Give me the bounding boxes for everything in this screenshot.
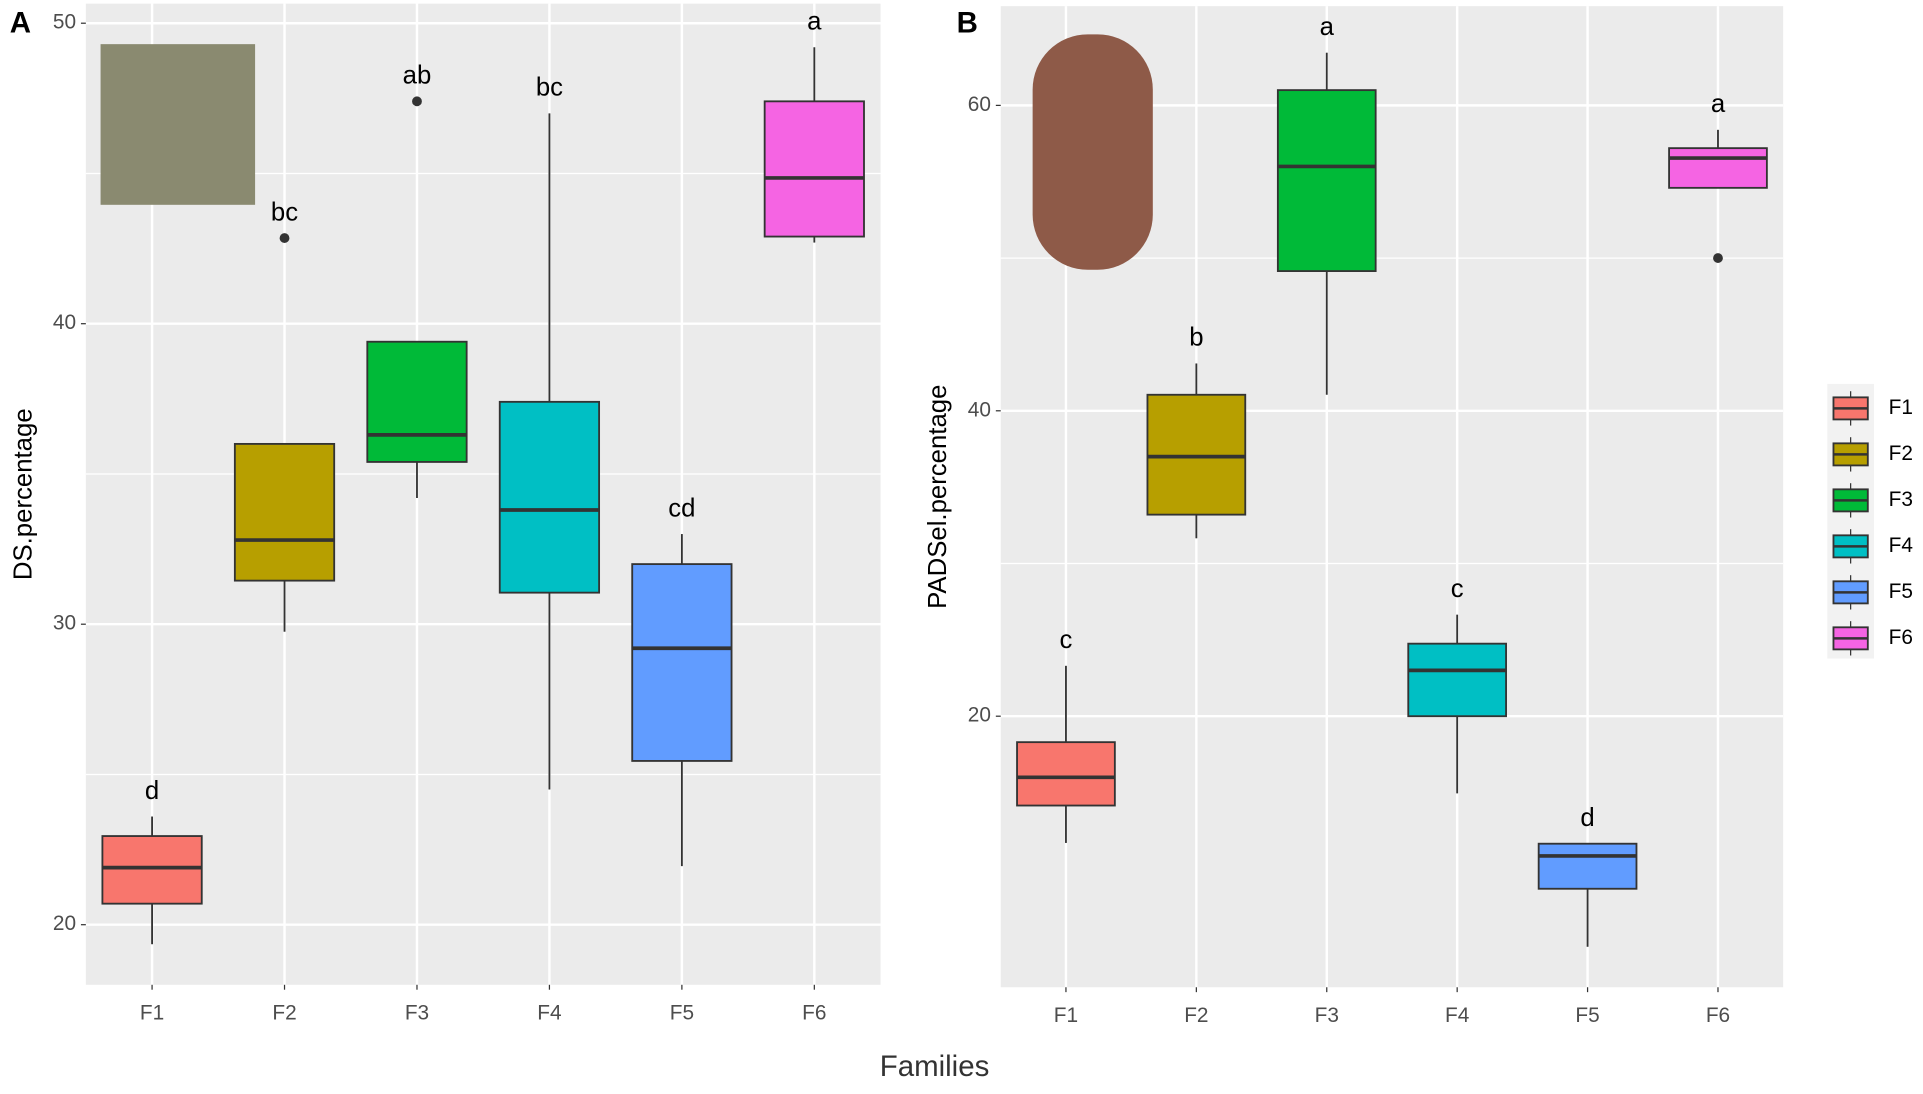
y-axis-title: DS.percentage	[9, 408, 37, 580]
group-letter: a	[1711, 90, 1726, 118]
box	[1276, 89, 1377, 272]
box	[233, 442, 336, 582]
box	[101, 835, 203, 905]
outlier	[279, 233, 290, 243]
box	[498, 400, 601, 594]
group-letter: d	[1580, 804, 1594, 832]
group-letter: b	[1189, 324, 1203, 352]
group-letter: c	[1451, 575, 1464, 603]
legend-label: F5	[1889, 580, 1913, 603]
figure-content: Families 20304050dF1bcF2abF3bcF4cdF5aF6A…	[9, 3, 1913, 1083]
box	[1146, 393, 1247, 516]
outlier	[1713, 253, 1723, 263]
group-letter: ab	[403, 62, 432, 90]
x-tick-label: F1	[140, 1002, 164, 1025]
panel-label: B	[957, 6, 978, 39]
box	[366, 340, 468, 463]
group-letter: c	[1060, 626, 1073, 654]
x-axis-title: Families	[880, 1050, 990, 1083]
x-tick-label: F6	[802, 1002, 826, 1025]
box	[1407, 642, 1507, 718]
photo-inset	[100, 44, 256, 205]
x-tick-label: F3	[1315, 1004, 1339, 1027]
legend-label: F6	[1889, 626, 1913, 649]
x-tick-label: F1	[1054, 1004, 1078, 1027]
x-tick-label: F6	[1706, 1004, 1730, 1027]
x-tick-label: F2	[272, 1002, 296, 1025]
legend-background	[1827, 383, 1874, 659]
group-letter: d	[145, 777, 159, 805]
y-axis-title: PADSel.percentage	[924, 385, 952, 609]
x-tick-label: F5	[670, 1002, 694, 1025]
legend-label: F1	[1889, 396, 1913, 419]
legend-label: F3	[1889, 488, 1913, 511]
y-tick-label: 60	[968, 93, 991, 116]
x-tick-label: F5	[1575, 1004, 1599, 1027]
group-letter: cd	[668, 494, 695, 522]
x-tick-label: F2	[1184, 1004, 1208, 1027]
panel-label: A	[10, 6, 31, 39]
box	[1016, 741, 1116, 807]
legend-label: F4	[1889, 534, 1913, 557]
group-letter: a	[1320, 13, 1335, 41]
y-tick-label: 40	[968, 398, 991, 421]
group-letter: bc	[271, 198, 298, 226]
legend-label: F2	[1889, 442, 1913, 465]
x-tick-label: F4	[1445, 1004, 1469, 1027]
photo-inset	[1032, 34, 1153, 270]
outlier	[412, 96, 422, 107]
y-tick-label: 30	[53, 612, 76, 635]
group-letter: a	[807, 8, 822, 36]
group-letter: bc	[536, 74, 563, 102]
box	[1537, 842, 1638, 890]
y-tick-label: 50	[53, 11, 76, 34]
box	[763, 100, 865, 238]
y-tick-label: 20	[53, 912, 76, 935]
box	[1668, 147, 1768, 189]
x-tick-label: F4	[537, 1002, 561, 1025]
box	[631, 563, 733, 762]
x-tick-label: F3	[405, 1002, 429, 1025]
y-tick-label: 20	[968, 704, 991, 727]
y-tick-label: 40	[53, 311, 76, 334]
